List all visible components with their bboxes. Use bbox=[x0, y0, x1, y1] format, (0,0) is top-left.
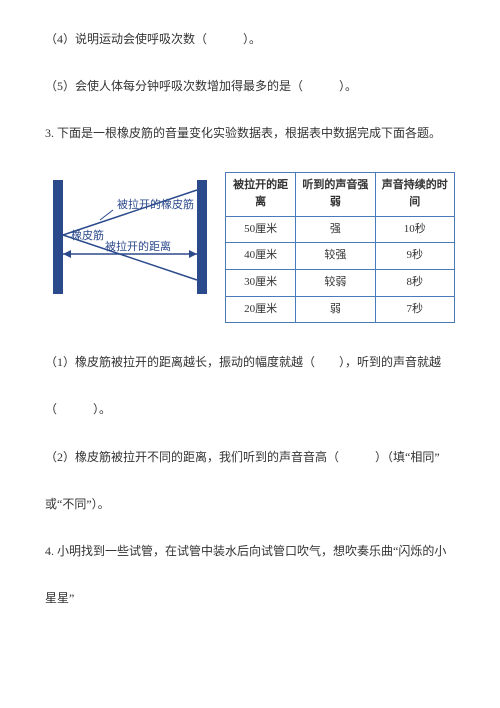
cell: 9秒 bbox=[375, 243, 454, 270]
question-3-2b: 或“不同”）。 bbox=[45, 495, 455, 514]
cell: 10秒 bbox=[375, 216, 454, 243]
col-header-loudness: 听到的声音强弱 bbox=[296, 172, 375, 216]
question-5: （5）会使人体每分钟呼吸次数增加得最多的是（ ）。 bbox=[45, 77, 455, 96]
col-header-distance: 被拉开的距离 bbox=[226, 172, 296, 216]
cell: 7秒 bbox=[375, 296, 454, 323]
rubber-band-diagram: 橡皮筋 被拉开的橡皮筋 被拉开的距离 bbox=[45, 172, 215, 302]
cell: 30厘米 bbox=[226, 269, 296, 296]
question-4: （4）说明运动会使呼吸次数（ ）。 bbox=[45, 30, 455, 49]
cell: 强 bbox=[296, 216, 375, 243]
cell: 较弱 bbox=[296, 269, 375, 296]
table-row: 40厘米 较强 9秒 bbox=[226, 243, 455, 270]
table-row: 20厘米 弱 7秒 bbox=[226, 296, 455, 323]
col-header-duration: 声音持续的时间 bbox=[375, 172, 454, 216]
table-row: 30厘米 较弱 8秒 bbox=[226, 269, 455, 296]
distance-label: 被拉开的距离 bbox=[105, 239, 171, 253]
cell: 40厘米 bbox=[226, 243, 296, 270]
table-header-row: 被拉开的距离 听到的声音强弱 声音持续的时间 bbox=[226, 172, 455, 216]
cell: 8秒 bbox=[375, 269, 454, 296]
question-3-1b: （ ）。 bbox=[45, 400, 455, 419]
table-row: 50厘米 强 10秒 bbox=[226, 216, 455, 243]
stretched-label: 被拉开的橡皮筋 bbox=[117, 197, 194, 211]
diagram-table-container: 橡皮筋 被拉开的橡皮筋 被拉开的距离 被拉开的距离 听到的声音强弱 声音持续的时… bbox=[45, 172, 455, 324]
cell: 较强 bbox=[296, 243, 375, 270]
question-3-1a: （1）橡皮筋被拉开的距离越长，振动的幅度就越（ ），听到的声音就越 bbox=[45, 353, 455, 372]
question-4a: 4. 小明找到一些试管，在试管中装水后向试管口吹气，想吹奏乐曲“闪烁的小 bbox=[45, 542, 455, 561]
band-label: 橡皮筋 bbox=[71, 228, 104, 242]
question-4b: 星星” bbox=[45, 589, 455, 608]
experiment-data-table: 被拉开的距离 听到的声音强弱 声音持续的时间 50厘米 强 10秒 40厘米 较… bbox=[225, 172, 455, 324]
cell: 20厘米 bbox=[226, 296, 296, 323]
question-3-2a: （2）橡皮筋被拉开不同的距离，我们听到的声音音高（ ）（填“相同” bbox=[45, 448, 455, 467]
cell: 50厘米 bbox=[226, 216, 296, 243]
question-3-intro: 3. 下面是一根橡皮筋的音量变化实验数据表，根据表中数据完成下面各题。 bbox=[45, 124, 455, 143]
cell: 弱 bbox=[296, 296, 375, 323]
